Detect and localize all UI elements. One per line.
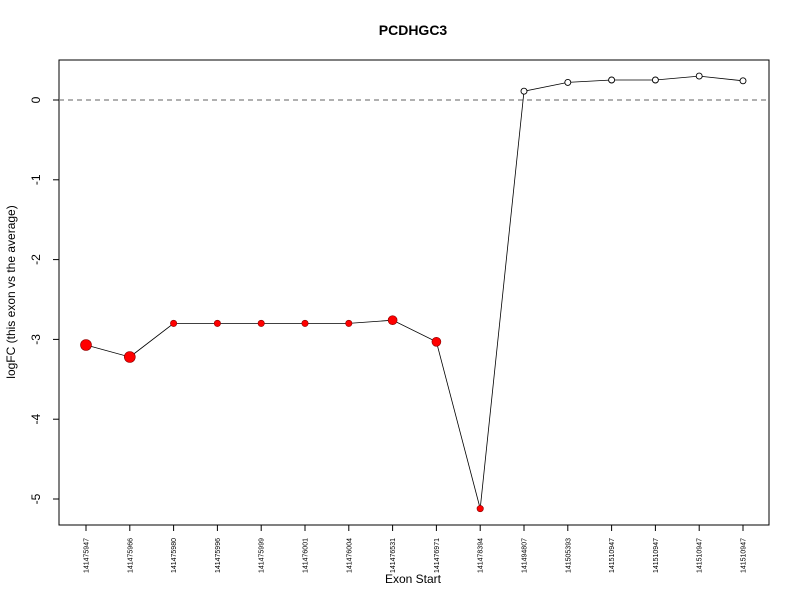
data-point	[520, 87, 528, 95]
x-tick-label: 141475996	[215, 538, 222, 573]
data-point	[387, 315, 398, 326]
x-tick-label: 141478394	[478, 538, 485, 573]
y-tick-label: -2	[29, 254, 43, 265]
x-tick-label: 141476971	[434, 538, 441, 573]
x-tick-label: 141510947	[609, 538, 616, 573]
data-point	[345, 319, 353, 327]
x-tick-label: 141475966	[127, 538, 134, 573]
data-point	[301, 319, 309, 327]
data-point	[695, 72, 703, 80]
x-tick-label: 141475999	[259, 538, 266, 573]
x-tick-label: 141476001	[303, 538, 310, 573]
data-point	[608, 76, 616, 84]
data-point	[80, 339, 92, 351]
x-tick-label: 141476531	[390, 538, 397, 573]
x-tick-label: 141510947	[697, 538, 704, 573]
y-tick-label: -1	[29, 174, 43, 185]
x-tick-label: 141476004	[346, 538, 353, 573]
x-tick-label: 141494807	[522, 538, 529, 573]
chart-title: PCDHGC3	[379, 22, 448, 38]
series-line	[85, 75, 744, 509]
x-tick-label: 141505393	[565, 538, 572, 573]
data-point	[170, 319, 178, 327]
data-point	[213, 319, 221, 327]
data-point	[431, 336, 442, 347]
data-points-layer	[80, 72, 747, 513]
data-point	[651, 76, 659, 84]
y-tick-label: -5	[29, 493, 43, 504]
data-point	[739, 77, 747, 85]
x-axis: 141475947 141475966 141475980 141475996 1414…	[84, 525, 748, 573]
x-tick-label: 141475947	[84, 538, 91, 573]
x-tick-label: 141510947	[741, 538, 748, 573]
y-tick-label: -4	[29, 414, 43, 425]
y-axis: 0 -1 -2 -3 -4 -5	[29, 96, 59, 504]
data-point	[124, 351, 136, 363]
data-point	[564, 78, 572, 86]
data-point	[257, 319, 265, 327]
x-axis-label: Exon Start	[385, 572, 442, 586]
y-tick-label: 0	[29, 96, 43, 103]
x-tick-label: 141475980	[171, 538, 178, 573]
y-axis-label: logFC (this exon vs the average)	[4, 205, 18, 378]
plot-frame	[58, 59, 770, 526]
series-line-layer	[85, 75, 744, 509]
x-tick-label: 141510947	[653, 538, 660, 573]
data-point	[476, 505, 484, 513]
y-tick-label: -3	[29, 334, 43, 345]
